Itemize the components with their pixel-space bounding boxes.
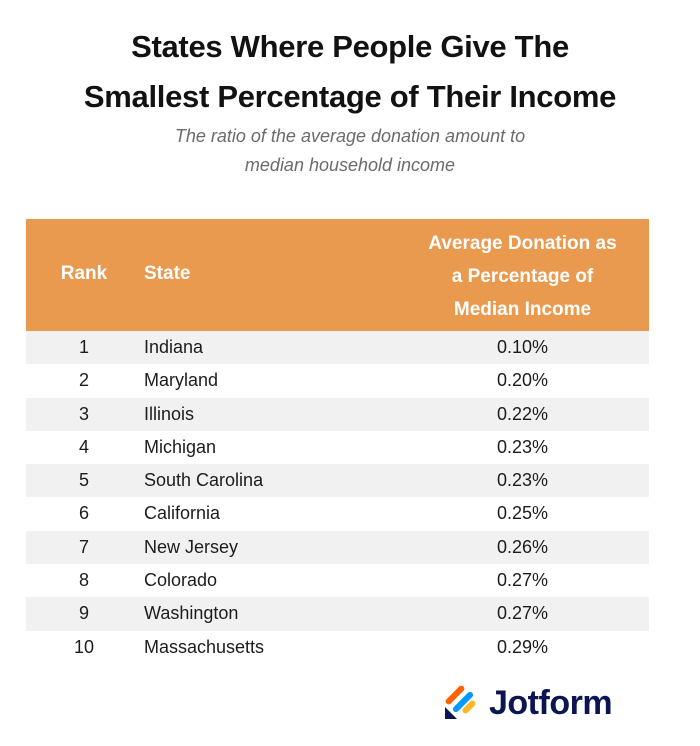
rank-cell: 2 [78, 370, 89, 391]
rank-cell: 10 [73, 636, 95, 657]
brand-name: Jotform [489, 683, 613, 722]
rank-cell: 8 [78, 570, 89, 591]
percentage-cell: 0.23% [496, 470, 549, 491]
table-row: 4 Michigan 0.23% [26, 431, 649, 464]
percentage-cell: 0.27% [496, 603, 549, 624]
percentage-cell: 0.10% [496, 337, 549, 357]
state-cell: Michigan [144, 436, 217, 457]
header-percentage-line-2: a Percentage of [451, 266, 594, 287]
percentage-cell: 0.22% [496, 403, 549, 424]
rank-cell: 4 [78, 436, 89, 457]
rank-cell: 7 [78, 536, 89, 557]
chart-title: States Where People Give The Smallest Pe… [0, 22, 700, 122]
table-row: 8 Colorado 0.27% [26, 564, 649, 597]
percentage-cell: 0.25% [496, 503, 549, 524]
rank-cell: 3 [78, 403, 89, 424]
rank-cell: 6 [78, 503, 89, 524]
state-cell: New Jersey [144, 536, 239, 557]
rank-cell: 5 [78, 470, 89, 491]
header-percentage: Average Donation as a Percentage of Medi… [396, 227, 649, 326]
table-row: 1 Indiana 0.10% [26, 331, 649, 365]
rank-cell: 9 [78, 603, 89, 624]
chart-subtitle: The ratio of the average donation amount… [0, 122, 700, 180]
table-row: 9 Washington 0.27% [26, 597, 649, 631]
percentage-cell: 0.27% [496, 570, 549, 591]
header-percentage-line-3: Median Income [453, 299, 592, 320]
table-row: 2 Maryland 0.20% [26, 364, 649, 397]
state-cell: Maryland [144, 370, 219, 391]
percentage-cell: 0.26% [496, 536, 549, 557]
table-row: 7 New Jersey 0.26% [26, 530, 649, 565]
header-percentage-line-1: Average Donation as [428, 233, 617, 254]
state-cell: Colorado [144, 570, 218, 591]
table-row: 3 Illinois 0.22% [26, 397, 649, 431]
subtitle-line-2: median household income [244, 155, 456, 175]
table-row: 10 Massachusetts 0.29% [26, 631, 649, 664]
percentage-cell: 0.23% [496, 436, 549, 457]
state-cell: Indiana [144, 337, 204, 357]
rank-cell: 1 [78, 337, 89, 357]
table-row: 5 South Carolina 0.23% [26, 464, 649, 498]
table-row: 6 California 0.25% [26, 497, 649, 530]
jotform-logo-icon [445, 685, 476, 719]
brand-logo: Jotform [443, 683, 613, 723]
title-line-2: Smallest Percentage of Their Income [83, 79, 617, 114]
state-cell: South Carolina [144, 470, 264, 491]
percentage-cell: 0.20% [496, 370, 549, 391]
title-line-1: States Where People Give The [131, 29, 569, 64]
ranking-table: Rank State Average Donation as a Percent… [26, 219, 649, 664]
table-body: 1 Indiana 0.10% 2 Maryland 0.20% 3 Illinois 0.22… [26, 331, 649, 664]
state-cell: Illinois [144, 403, 195, 424]
header-rank: Rank [60, 263, 108, 284]
state-cell: California [144, 503, 221, 524]
subtitle-line-1: The ratio of the average donation amount… [174, 126, 526, 146]
state-cell: Massachusetts [144, 636, 265, 657]
percentage-cell: 0.29% [496, 636, 549, 657]
header-state: State [144, 263, 191, 284]
state-cell: Washington [144, 603, 239, 624]
table-header: Rank State Average Donation as a Percent… [26, 219, 649, 331]
